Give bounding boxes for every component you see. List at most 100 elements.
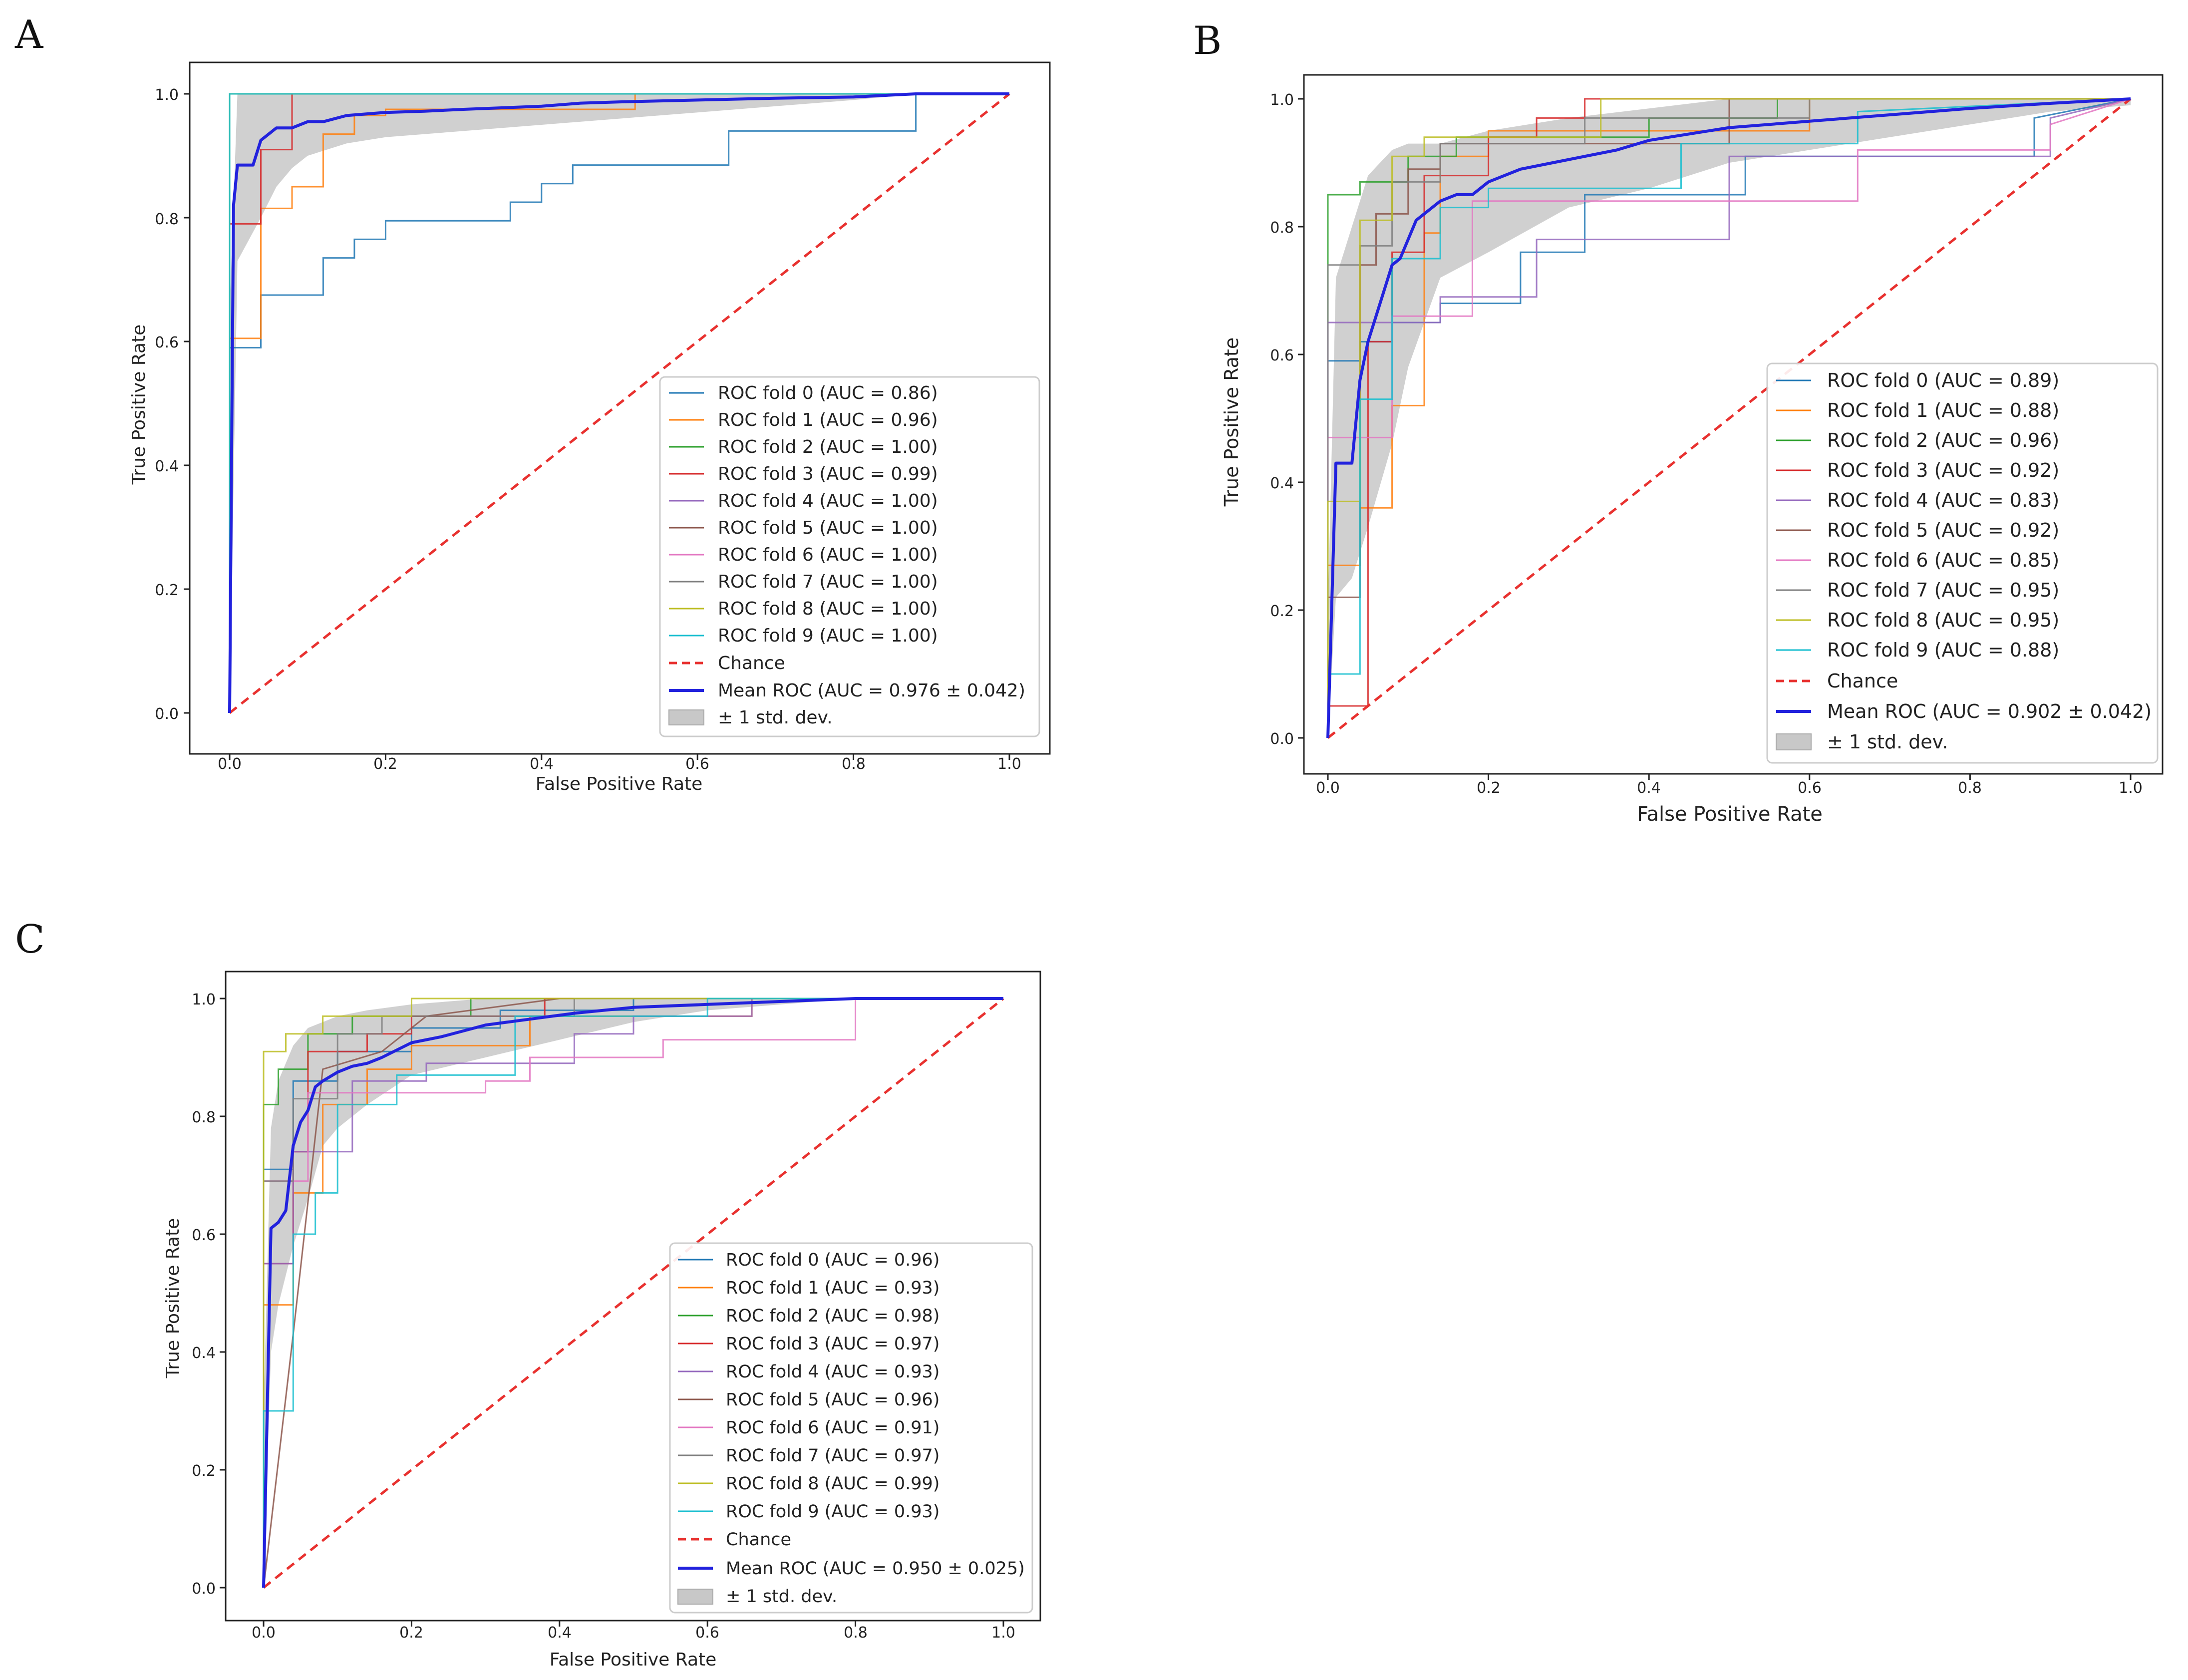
roc-fold-6-line xyxy=(263,998,1003,1588)
legend-label-fold-5: ROC fold 5 (AUC = 0.96) xyxy=(726,1390,939,1410)
roc-fold-9-line xyxy=(1328,98,2131,675)
roc-fold-9-line xyxy=(263,998,1003,1588)
roc-fold-1-line xyxy=(229,93,1009,713)
legend-label-mean: Mean ROC (AUC = 0.902 ± 0.042) xyxy=(1827,700,2152,722)
x-tick-label: 0.0 xyxy=(252,1624,276,1642)
legend-label-fold-1: ROC fold 1 (AUC = 0.96) xyxy=(718,410,938,430)
legend-label-fold-0: ROC fold 0 (AUC = 0.89) xyxy=(1827,369,2059,391)
roc-fold-9-line xyxy=(229,93,1009,713)
legend-label-fold-1: ROC fold 1 (AUC = 0.88) xyxy=(1827,399,2059,421)
legend-label-fold-9: ROC fold 9 (AUC = 0.88) xyxy=(1827,639,2059,661)
panel-letter-a: A xyxy=(14,12,44,57)
roc-fold-4-line xyxy=(263,998,1003,1588)
legend-label-fold-6: ROC fold 6 (AUC = 0.85) xyxy=(1827,549,2059,571)
panel-letter-b: B xyxy=(1193,18,1222,63)
legend-swatch-std xyxy=(677,1589,713,1605)
x-tick-label: 0.4 xyxy=(1637,779,1661,797)
legend-label-fold-2: ROC fold 2 (AUC = 0.98) xyxy=(726,1306,939,1326)
x-tick-label: 0.2 xyxy=(399,1624,423,1642)
y-tick-label: 1.0 xyxy=(155,86,179,104)
legend-box-c xyxy=(669,1242,1033,1614)
panel-a: A 0.0 0.2 0.4 0.6 0.8 1.0 0.0 0.2 0.4 0.… xyxy=(14,12,1051,794)
x-tick-labels-a: 0.0 0.2 0.4 0.6 0.8 1.0 xyxy=(218,755,1021,773)
y-tick-label: 0.4 xyxy=(1270,475,1294,492)
y-tick-label: 0.2 xyxy=(192,1462,216,1480)
chance-line xyxy=(1327,98,2132,739)
mean-roc-line xyxy=(262,997,1003,1588)
y-tick-label: 0.8 xyxy=(155,211,179,228)
legend-label-fold-8: ROC fold 8 (AUC = 0.95) xyxy=(1827,609,2059,631)
x-tick-label: 0.6 xyxy=(1798,779,1822,797)
legend-label-fold-9: ROC fold 9 (AUC = 0.93) xyxy=(726,1502,939,1522)
x-tick-label: 0.8 xyxy=(842,755,866,773)
mean-roc-line xyxy=(228,92,1009,713)
legend-label-fold-0: ROC fold 0 (AUC = 0.86) xyxy=(718,383,938,403)
legend-label-chance: Chance xyxy=(718,653,785,673)
x-tick-label: 0.6 xyxy=(685,755,709,773)
roc-fold-8-line xyxy=(1327,98,2131,738)
legend-c: ROC fold 0 (AUC = 0.96) ROC fold 1 (AUC … xyxy=(669,1242,1033,1614)
legend-label-fold-5: ROC fold 5 (AUC = 1.00) xyxy=(718,518,938,538)
legend-box-b xyxy=(1766,362,2159,764)
x-tick-label: 1.0 xyxy=(991,1624,1015,1642)
x-tick-labels-c: 0.0 0.2 0.4 0.6 0.8 1.0 xyxy=(252,1624,1015,1642)
legend-label-std: ± 1 std. dev. xyxy=(726,1587,837,1607)
legend-label-chance: Chance xyxy=(1827,670,1898,692)
y-tick-label: 0.8 xyxy=(192,1109,216,1126)
y-tick-label: 0.0 xyxy=(192,1580,216,1598)
roc-fold-6-line xyxy=(1327,98,2131,738)
legend-label-fold-3: ROC fold 3 (AUC = 0.97) xyxy=(726,1334,939,1354)
y-axis-label-b: True Positive Rate xyxy=(1221,337,1243,507)
legend-label-fold-4: ROC fold 4 (AUC = 0.93) xyxy=(726,1362,939,1382)
legend-label-fold-0: ROC fold 0 (AUC = 0.96) xyxy=(726,1250,939,1270)
x-tick-label: 0.2 xyxy=(1477,779,1501,797)
legend-label-fold-3: ROC fold 3 (AUC = 0.99) xyxy=(718,464,938,484)
y-tick-labels-b: 0.0 0.2 0.4 0.6 0.8 1.0 xyxy=(1270,91,1294,748)
x-tick-labels-b: 0.0 0.2 0.4 0.6 0.8 1.0 xyxy=(1316,779,2143,797)
legend-label-fold-8: ROC fold 8 (AUC = 1.00) xyxy=(718,599,938,619)
y-tick-label: 0.2 xyxy=(1270,603,1294,620)
plot-area-a xyxy=(184,92,1010,760)
legend-label-fold-4: ROC fold 4 (AUC = 0.83) xyxy=(1827,489,2059,511)
chance-line xyxy=(229,93,1010,714)
roc-fold-3-line xyxy=(1328,98,2131,707)
y-tick-label: 0.6 xyxy=(155,334,179,351)
x-tick-label: 0.0 xyxy=(218,755,242,773)
x-axis-label-b: False Positive Rate xyxy=(1637,803,1823,826)
y-tick-label: 0.4 xyxy=(155,458,179,475)
y-tick-label: 0.0 xyxy=(155,705,179,723)
plot-area-c xyxy=(220,997,1004,1627)
y-tick-label: 1.0 xyxy=(192,991,216,1008)
plot-area-b xyxy=(1298,97,2132,780)
y-tick-label: 0.6 xyxy=(192,1227,216,1244)
legend-box-a xyxy=(659,376,1040,737)
x-tick-label: 1.0 xyxy=(997,755,1021,773)
legend-label-fold-5: ROC fold 5 (AUC = 0.92) xyxy=(1827,519,2059,541)
std-dev-band xyxy=(230,94,1009,713)
y-axis-label-a: True Positive Rate xyxy=(129,325,149,485)
y-tick-label: 0.2 xyxy=(155,582,179,599)
legend-label-fold-7: ROC fold 7 (AUC = 0.95) xyxy=(1827,579,2059,601)
legend-label-std: ± 1 std. dev. xyxy=(1827,731,1948,753)
legend-label-fold-1: ROC fold 1 (AUC = 0.93) xyxy=(726,1278,939,1298)
panel-c: C 0.0 0.2 0.4 0.6 0.8 1.0 0.0 0.2 0.4 0.… xyxy=(15,917,1041,1670)
roc-fold-0-line xyxy=(229,93,1009,713)
x-tick-label: 0.6 xyxy=(695,1624,719,1642)
x-tick-label: 0.2 xyxy=(373,755,397,773)
y-axis-label-c: True Positive Rate xyxy=(163,1218,183,1379)
legend-swatch-std xyxy=(668,709,704,725)
y-tick-labels-c: 0.0 0.2 0.4 0.6 0.8 1.0 xyxy=(192,991,216,1598)
x-tick-label: 0.4 xyxy=(530,755,554,773)
x-axis-label-a: False Positive Rate xyxy=(536,774,703,794)
x-tick-label: 0.8 xyxy=(1958,779,1982,797)
y-tick-label: 0.6 xyxy=(1270,347,1294,364)
legend-label-chance: Chance xyxy=(726,1530,791,1550)
x-tick-label: 0.4 xyxy=(548,1624,572,1642)
panel-b: B 0.0 0.2 0.4 0.6 0.8 1.0 0.0 0.2 0.4 0.… xyxy=(1193,18,2164,826)
y-tick-label: 0.0 xyxy=(1270,730,1294,748)
legend-label-mean: Mean ROC (AUC = 0.950 ± 0.025) xyxy=(726,1559,1025,1579)
legend-label-fold-6: ROC fold 6 (AUC = 1.00) xyxy=(718,545,938,565)
legend-label-fold-2: ROC fold 2 (AUC = 1.00) xyxy=(718,437,938,457)
roc-fold-8-line xyxy=(263,998,1003,1588)
